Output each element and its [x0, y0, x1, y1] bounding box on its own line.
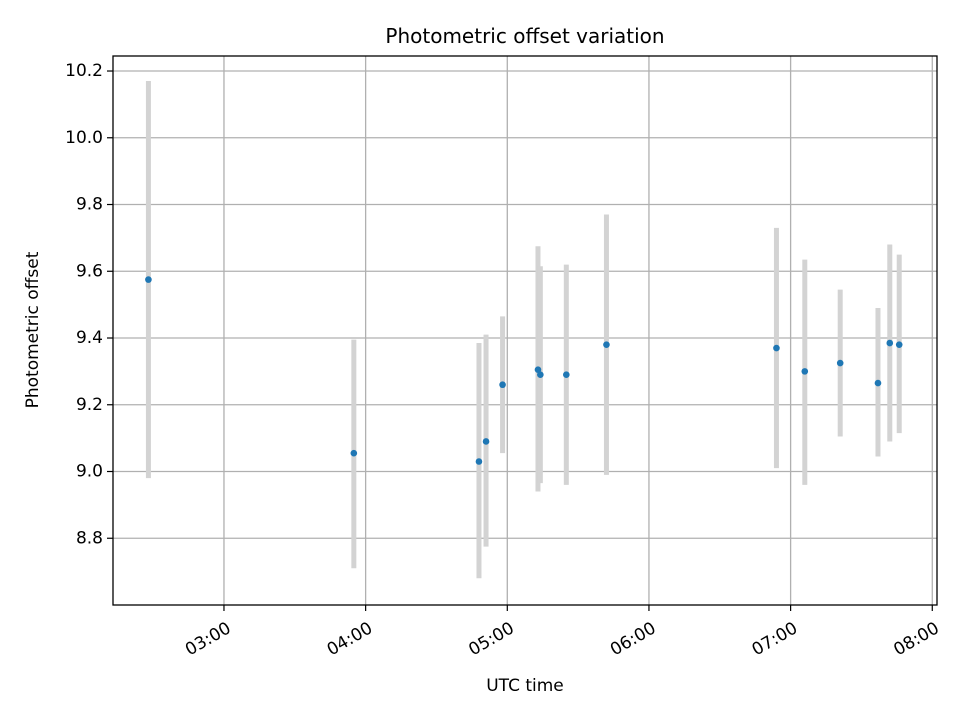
data-points: [145, 276, 903, 465]
data-point: [836, 359, 844, 367]
data-point: [563, 371, 570, 379]
chart-title: Photometric offset variation: [385, 24, 664, 48]
plot-frame: [112, 55, 938, 606]
data-point: [895, 341, 903, 348]
data-point: [475, 458, 483, 465]
y-tick-label: 9.6: [76, 261, 103, 281]
data-point: [886, 339, 894, 347]
data-point: [145, 276, 152, 283]
y-tick-label: 9.0: [76, 462, 103, 482]
data-point: [801, 368, 809, 375]
data-point: [773, 344, 780, 352]
grid: [113, 56, 937, 605]
data-point: [350, 449, 358, 457]
data-point: [537, 371, 544, 379]
y-tick-label: 9.2: [76, 395, 103, 415]
y-tick-label: 9.8: [76, 195, 103, 215]
data-point: [603, 341, 610, 348]
y-axis: 8.8 9.0 9.2 9.4 9.6 9.8 10.0 10.2: [65, 61, 113, 548]
data-point: [874, 379, 882, 387]
data-point: [499, 381, 506, 389]
y-tick-label: 8.8: [76, 528, 103, 548]
y-tick-label: 9.4: [76, 328, 103, 348]
x-axis-title: UTC time: [486, 676, 564, 696]
y-tick-label: 10.0: [65, 128, 103, 148]
data-point: [482, 438, 490, 445]
y-tick-label: 10.2: [65, 61, 103, 81]
y-axis-title: Photometric offset: [23, 251, 43, 408]
data-point: [534, 366, 542, 374]
